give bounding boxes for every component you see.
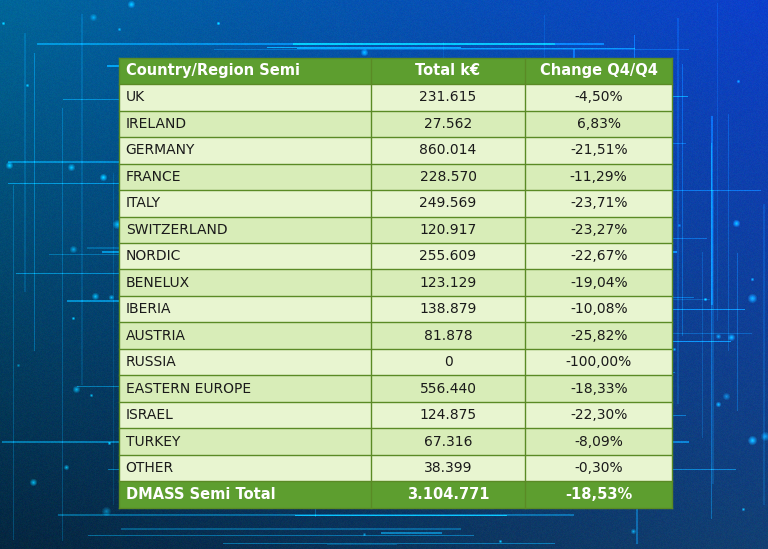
Text: -0,30%: -0,30%: [574, 461, 623, 475]
Text: ISRAEL: ISRAEL: [126, 408, 174, 422]
Text: 0: 0: [444, 355, 452, 369]
Text: -18,33%: -18,33%: [570, 382, 627, 396]
Text: NORDIC: NORDIC: [126, 249, 181, 264]
Text: UK: UK: [126, 91, 145, 104]
Text: 38.399: 38.399: [424, 461, 472, 475]
Text: -23,71%: -23,71%: [570, 197, 627, 210]
Text: GERMANY: GERMANY: [126, 143, 195, 158]
Text: IBERIA: IBERIA: [126, 302, 171, 316]
Text: 120.917: 120.917: [419, 223, 477, 237]
Text: RUSSIA: RUSSIA: [126, 355, 177, 369]
Text: 860.014: 860.014: [419, 143, 477, 158]
Text: -100,00%: -100,00%: [565, 355, 632, 369]
Text: -22,67%: -22,67%: [570, 249, 627, 264]
Text: 123.129: 123.129: [419, 276, 477, 290]
Text: 6,83%: 6,83%: [577, 117, 621, 131]
Text: -19,04%: -19,04%: [570, 276, 627, 290]
Text: 27.562: 27.562: [424, 117, 472, 131]
Text: AUSTRIA: AUSTRIA: [126, 329, 186, 343]
Text: -4,50%: -4,50%: [574, 91, 623, 104]
Text: -8,09%: -8,09%: [574, 435, 623, 449]
Text: -25,82%: -25,82%: [570, 329, 627, 343]
Text: IRELAND: IRELAND: [126, 117, 187, 131]
Text: 81.878: 81.878: [424, 329, 472, 343]
Text: DMASS Semi Total: DMASS Semi Total: [126, 487, 275, 502]
Text: BENELUX: BENELUX: [126, 276, 190, 290]
Text: 556.440: 556.440: [419, 382, 477, 396]
Text: OTHER: OTHER: [126, 461, 174, 475]
Text: -11,29%: -11,29%: [570, 170, 627, 184]
Text: Country/Region Semi: Country/Region Semi: [126, 63, 300, 79]
Text: 138.879: 138.879: [419, 302, 477, 316]
Text: 255.609: 255.609: [419, 249, 477, 264]
Text: Change Q4/Q4: Change Q4/Q4: [540, 63, 657, 79]
Text: 231.615: 231.615: [419, 91, 477, 104]
Text: 67.316: 67.316: [424, 435, 472, 449]
Text: 124.875: 124.875: [419, 408, 477, 422]
Text: SWITZERLAND: SWITZERLAND: [126, 223, 227, 237]
Text: ITALY: ITALY: [126, 197, 161, 210]
Text: -23,27%: -23,27%: [570, 223, 627, 237]
Text: Total k€: Total k€: [415, 63, 481, 79]
Text: 228.570: 228.570: [419, 170, 477, 184]
Text: 3.104.771: 3.104.771: [407, 487, 489, 502]
Text: TURKEY: TURKEY: [126, 435, 180, 449]
Text: EASTERN EUROPE: EASTERN EUROPE: [126, 382, 251, 396]
Text: -18,53%: -18,53%: [565, 487, 632, 502]
Text: -22,30%: -22,30%: [570, 408, 627, 422]
Text: -21,51%: -21,51%: [570, 143, 627, 158]
Text: FRANCE: FRANCE: [126, 170, 181, 184]
Text: -10,08%: -10,08%: [570, 302, 627, 316]
Text: 249.569: 249.569: [419, 197, 477, 210]
